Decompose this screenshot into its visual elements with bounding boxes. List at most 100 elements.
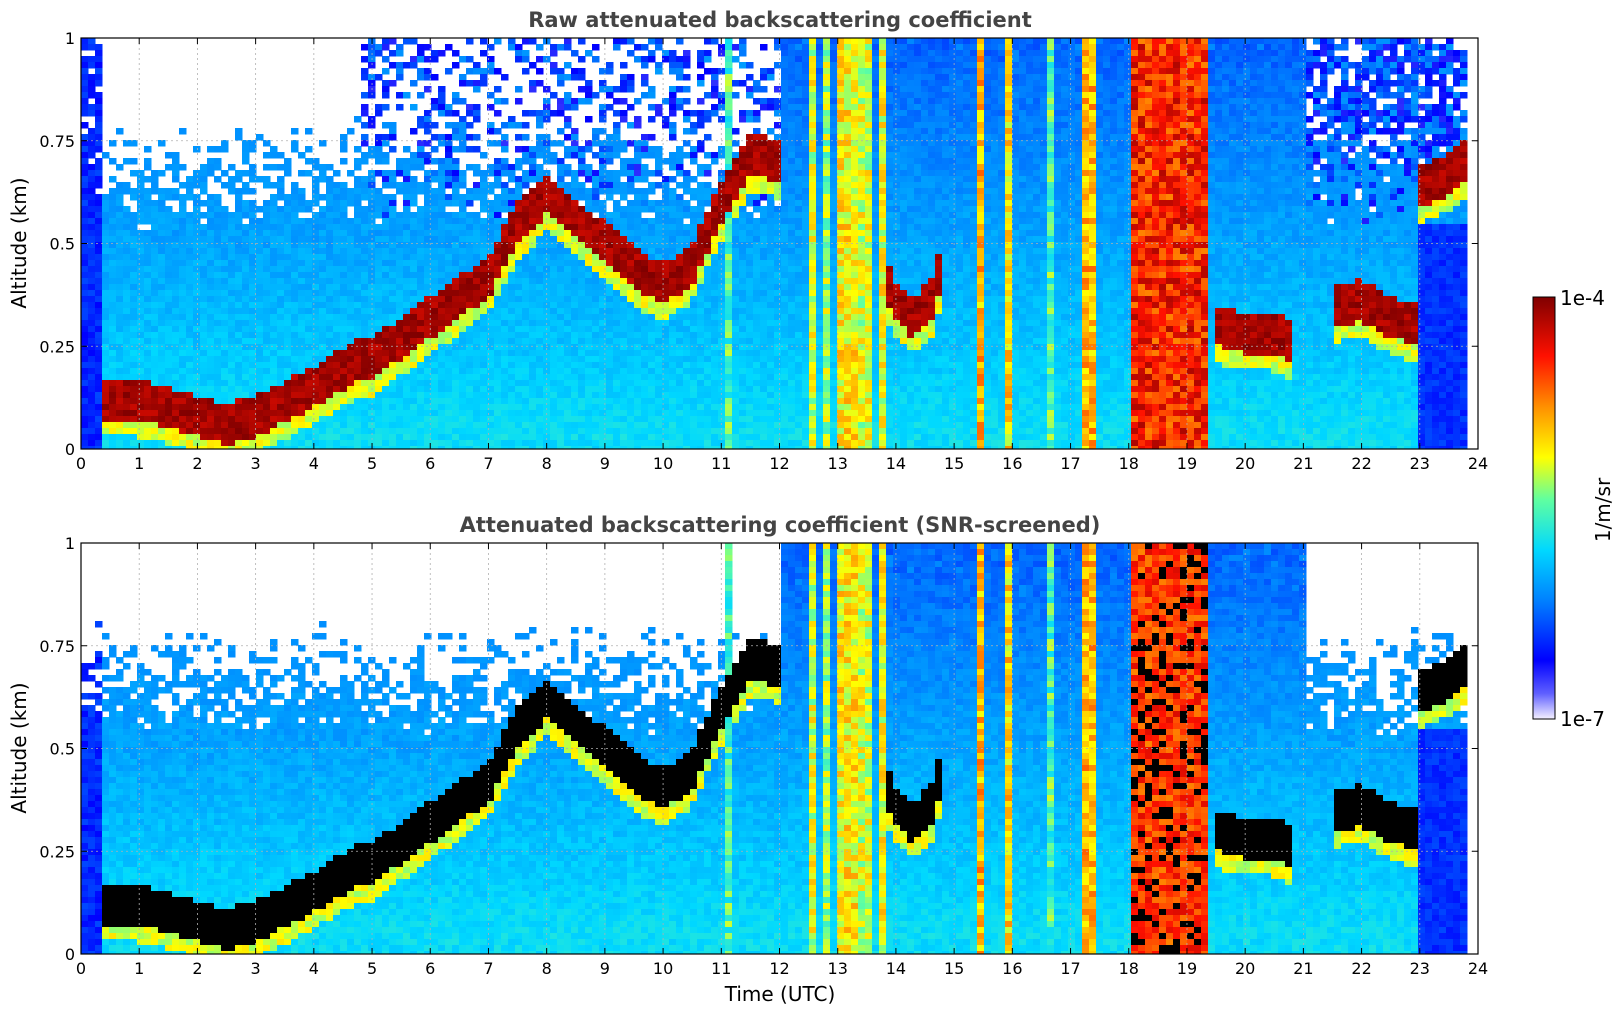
heatmap-cell xyxy=(186,242,194,249)
heatmap-cell xyxy=(522,194,530,201)
heatmap-cell xyxy=(655,314,663,321)
heatmap-cell xyxy=(613,86,621,93)
heatmap-cell xyxy=(480,272,488,279)
heatmap-cell xyxy=(235,386,243,393)
heatmap-cell xyxy=(669,152,677,159)
heatmap-cell xyxy=(452,338,460,345)
heatmap-cell xyxy=(655,398,663,405)
heatmap-cell xyxy=(683,98,691,105)
heatmap-cell xyxy=(249,230,257,237)
heatmap-cell xyxy=(662,254,670,261)
heatmap-cell xyxy=(158,314,166,321)
heatmap-cell xyxy=(739,422,747,429)
heatmap-cell xyxy=(368,278,376,285)
heatmap-cell xyxy=(578,410,586,417)
heatmap-cell xyxy=(123,326,131,333)
heatmap-cell xyxy=(144,386,152,393)
heatmap-cell xyxy=(508,434,516,441)
heatmap-cell xyxy=(690,188,698,195)
heatmap-cell xyxy=(347,422,355,429)
heatmap-cell xyxy=(529,194,537,201)
heatmap-cell xyxy=(340,344,348,351)
heatmap-cell xyxy=(291,128,299,135)
heatmap-cell xyxy=(172,416,180,423)
heatmap-cell xyxy=(725,368,733,375)
heatmap-cell xyxy=(305,170,313,177)
heatmap-cell xyxy=(557,128,565,135)
heatmap-cell xyxy=(284,308,292,315)
heatmap-cell xyxy=(88,236,96,243)
heatmap-cell xyxy=(277,224,285,231)
heatmap-cell xyxy=(151,368,159,375)
heatmap-cell xyxy=(676,446,684,449)
heatmap-cell xyxy=(263,260,271,267)
heatmap-cell xyxy=(746,218,754,225)
heatmap-cell xyxy=(452,344,460,351)
heatmap-cell xyxy=(410,356,418,363)
heatmap-cell xyxy=(179,284,187,291)
heatmap-cell xyxy=(634,248,642,255)
heatmap-cell xyxy=(662,392,670,399)
heatmap-cell xyxy=(389,290,397,297)
heatmap-cell xyxy=(375,134,383,141)
heatmap-cell xyxy=(361,416,369,423)
heatmap-cell xyxy=(571,386,579,393)
heatmap-cell xyxy=(564,410,572,417)
heatmap-cell xyxy=(382,368,390,375)
heatmap-cell xyxy=(466,200,474,207)
heatmap-cell xyxy=(732,188,740,195)
heatmap-cell xyxy=(410,62,418,69)
heatmap-cell xyxy=(557,368,565,375)
heatmap-cell xyxy=(389,284,397,291)
heatmap-cell xyxy=(354,362,362,369)
heatmap-cell xyxy=(165,440,173,447)
heatmap-cell xyxy=(228,182,236,189)
heatmap-cell xyxy=(732,422,740,429)
heatmap-cell xyxy=(172,410,180,417)
heatmap-cell xyxy=(529,314,537,321)
heatmap-cell xyxy=(130,410,138,417)
heatmap-cell xyxy=(648,302,656,309)
heatmap-cell xyxy=(326,212,334,219)
heatmap-cell xyxy=(130,212,138,219)
heatmap-cell xyxy=(739,62,747,69)
heatmap-cell xyxy=(669,368,677,375)
heatmap-cell xyxy=(466,386,474,393)
heatmap-cell xyxy=(494,422,502,429)
heatmap-cell xyxy=(592,386,600,393)
heatmap-cell xyxy=(200,416,208,423)
heatmap-cell xyxy=(739,260,747,267)
heatmap-cell xyxy=(627,356,635,363)
heatmap-cell xyxy=(501,434,509,441)
heatmap-cell xyxy=(340,188,348,195)
heatmap-cell xyxy=(277,356,285,363)
heatmap-cell xyxy=(102,152,110,159)
heatmap-cell xyxy=(396,314,404,321)
heatmap-cell xyxy=(522,68,530,75)
heatmap-cell xyxy=(298,374,306,381)
heatmap-cell xyxy=(389,308,397,315)
heatmap-cell xyxy=(522,38,530,45)
heatmap-cell xyxy=(466,146,474,153)
heatmap-cell xyxy=(319,320,327,327)
heatmap-cell xyxy=(592,320,600,327)
heatmap-cell xyxy=(578,224,586,231)
heatmap-cell xyxy=(298,266,306,273)
heatmap-cell xyxy=(445,218,453,225)
heatmap-cell xyxy=(382,434,390,441)
heatmap-cell xyxy=(347,362,355,369)
heatmap-cell xyxy=(585,416,593,423)
heatmap-cell xyxy=(242,158,250,165)
heatmap-cell xyxy=(690,302,698,309)
heatmap-cell xyxy=(550,416,558,423)
heatmap-cell xyxy=(725,50,733,57)
heatmap-cell xyxy=(550,350,558,357)
heatmap-cell xyxy=(543,404,551,411)
heatmap-cell xyxy=(732,374,740,381)
heatmap-cell xyxy=(263,398,271,405)
heatmap-cell xyxy=(641,338,649,345)
heatmap-cell xyxy=(242,170,250,177)
heatmap-cell xyxy=(158,200,166,207)
heatmap-cell xyxy=(585,176,593,183)
heatmap-cell xyxy=(466,272,474,279)
